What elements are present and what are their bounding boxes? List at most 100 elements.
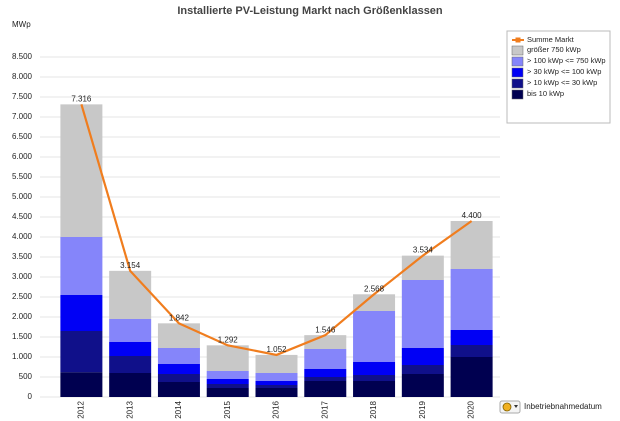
bar-segment bbox=[304, 369, 347, 377]
y-tick-label: 3.500 bbox=[12, 252, 33, 261]
bar-segment bbox=[255, 385, 298, 388]
bar-segment bbox=[304, 377, 347, 381]
legend-swatch bbox=[511, 56, 524, 67]
legend-label: > 10 kWp <= 30 kWp bbox=[527, 78, 597, 87]
bar-segment bbox=[450, 330, 493, 345]
y-tick-label: 5.000 bbox=[12, 192, 33, 201]
value-label: 1.292 bbox=[218, 335, 239, 344]
bar-segment bbox=[450, 345, 493, 357]
legend-swatch bbox=[511, 89, 524, 100]
x-tick-label: 2013 bbox=[125, 400, 134, 418]
legend-swatch bbox=[511, 45, 524, 56]
y-tick-label: 4.500 bbox=[12, 212, 33, 221]
button-label[interactable]: Inbetriebnahmedatum bbox=[524, 402, 602, 411]
dropdown-arrow bbox=[514, 405, 518, 408]
y-tick-label: 4.000 bbox=[12, 232, 33, 241]
y-tick-label: 7.500 bbox=[12, 92, 33, 101]
bar-segment bbox=[157, 382, 200, 397]
bar-segment bbox=[353, 375, 396, 381]
y-tick-label: 7.000 bbox=[12, 112, 33, 121]
bar-segment bbox=[255, 373, 298, 381]
bar-segment bbox=[60, 331, 103, 373]
legend-swatch bbox=[511, 78, 524, 89]
bar-segment bbox=[401, 374, 444, 397]
bar-segment bbox=[60, 295, 103, 331]
bar-segment bbox=[255, 381, 298, 385]
bar-segment bbox=[206, 345, 249, 371]
x-tick-label: 2016 bbox=[272, 400, 281, 418]
legend-box bbox=[506, 30, 611, 124]
bar-segment bbox=[109, 270, 152, 319]
bar-segment bbox=[450, 221, 493, 269]
legend-label: > 100 kWp <= 750 kWp bbox=[527, 56, 606, 65]
bar-segment bbox=[60, 237, 103, 295]
legend-label: bis 10 kWp bbox=[527, 89, 564, 98]
y-tick-label: 1.500 bbox=[12, 332, 33, 341]
x-tick-label: 2019 bbox=[418, 400, 427, 418]
x-tick-label: 2020 bbox=[467, 400, 476, 418]
bar-segment bbox=[450, 357, 493, 397]
value-label: 3.534 bbox=[413, 246, 434, 255]
bar-segment bbox=[109, 342, 152, 356]
value-label: 2.568 bbox=[364, 284, 385, 293]
bar-segment bbox=[353, 294, 396, 311]
bar-segment bbox=[109, 319, 152, 342]
x-tick-label: 2012 bbox=[76, 400, 85, 418]
bar-segment bbox=[60, 372, 103, 397]
value-label: 3.154 bbox=[120, 261, 141, 270]
value-label: 1.842 bbox=[169, 313, 190, 322]
y-tick-label: 5.500 bbox=[12, 172, 33, 181]
bar-segment bbox=[304, 349, 347, 369]
legend-label: > 30 kWp <= 100 kWp bbox=[527, 67, 601, 76]
bar-segment bbox=[450, 269, 493, 330]
bar-segment bbox=[255, 388, 298, 397]
value-label: 1.546 bbox=[315, 325, 336, 334]
bar-segment bbox=[401, 280, 444, 348]
bar-segment bbox=[353, 362, 396, 375]
y-tick-label: 6.500 bbox=[12, 132, 33, 141]
legend-label: Summe Markt bbox=[527, 35, 575, 44]
bar-segment bbox=[206, 388, 249, 397]
bar-segment bbox=[255, 354, 298, 373]
bar-segment bbox=[304, 381, 347, 397]
y-tick-label: 1.000 bbox=[12, 352, 33, 361]
legend-swatch bbox=[511, 67, 524, 78]
value-label: 1.052 bbox=[266, 345, 287, 354]
toolbar-button[interactable]: Inbetriebnahmedatum bbox=[499, 400, 602, 414]
bar-segment bbox=[206, 384, 249, 388]
y-tick-label: 2.000 bbox=[12, 312, 33, 321]
x-tick-label: 2014 bbox=[174, 400, 183, 418]
bar-segment bbox=[157, 323, 200, 348]
bar-segment bbox=[109, 373, 152, 397]
y-tick-label: 0 bbox=[28, 392, 33, 401]
y-tick-label: 6.000 bbox=[12, 152, 33, 161]
bar-segment bbox=[401, 365, 444, 374]
chart-title: Installierte PV-Leistung Markt nach Größ… bbox=[177, 5, 443, 17]
y-tick-label: 8.500 bbox=[12, 52, 33, 61]
bar-segment bbox=[157, 348, 200, 364]
value-label: 4.400 bbox=[462, 211, 483, 220]
y-tick-label: 8.000 bbox=[12, 72, 33, 81]
button-icon bbox=[502, 402, 512, 412]
y-tick-label: 2.500 bbox=[12, 292, 33, 301]
bar-segment bbox=[353, 311, 396, 362]
bar-segment bbox=[157, 374, 200, 382]
y-tick-label: 500 bbox=[19, 372, 33, 381]
x-tick-label: 2018 bbox=[369, 400, 378, 418]
bar-segment bbox=[206, 379, 249, 384]
x-tick-label: 2015 bbox=[223, 400, 232, 418]
bar-segment bbox=[60, 104, 103, 237]
y-axis-label: MWp bbox=[12, 20, 31, 29]
bar-segment bbox=[109, 356, 152, 373]
legend-marker bbox=[515, 37, 521, 43]
bar-segment bbox=[206, 371, 249, 379]
total-line bbox=[80, 104, 473, 357]
y-tick-label: 3.000 bbox=[12, 272, 33, 281]
value-label: 7.316 bbox=[71, 94, 92, 103]
bar-segment bbox=[401, 348, 444, 365]
bar-segment bbox=[157, 364, 200, 374]
bar-segment bbox=[353, 381, 396, 397]
x-tick-label: 2017 bbox=[320, 400, 329, 418]
